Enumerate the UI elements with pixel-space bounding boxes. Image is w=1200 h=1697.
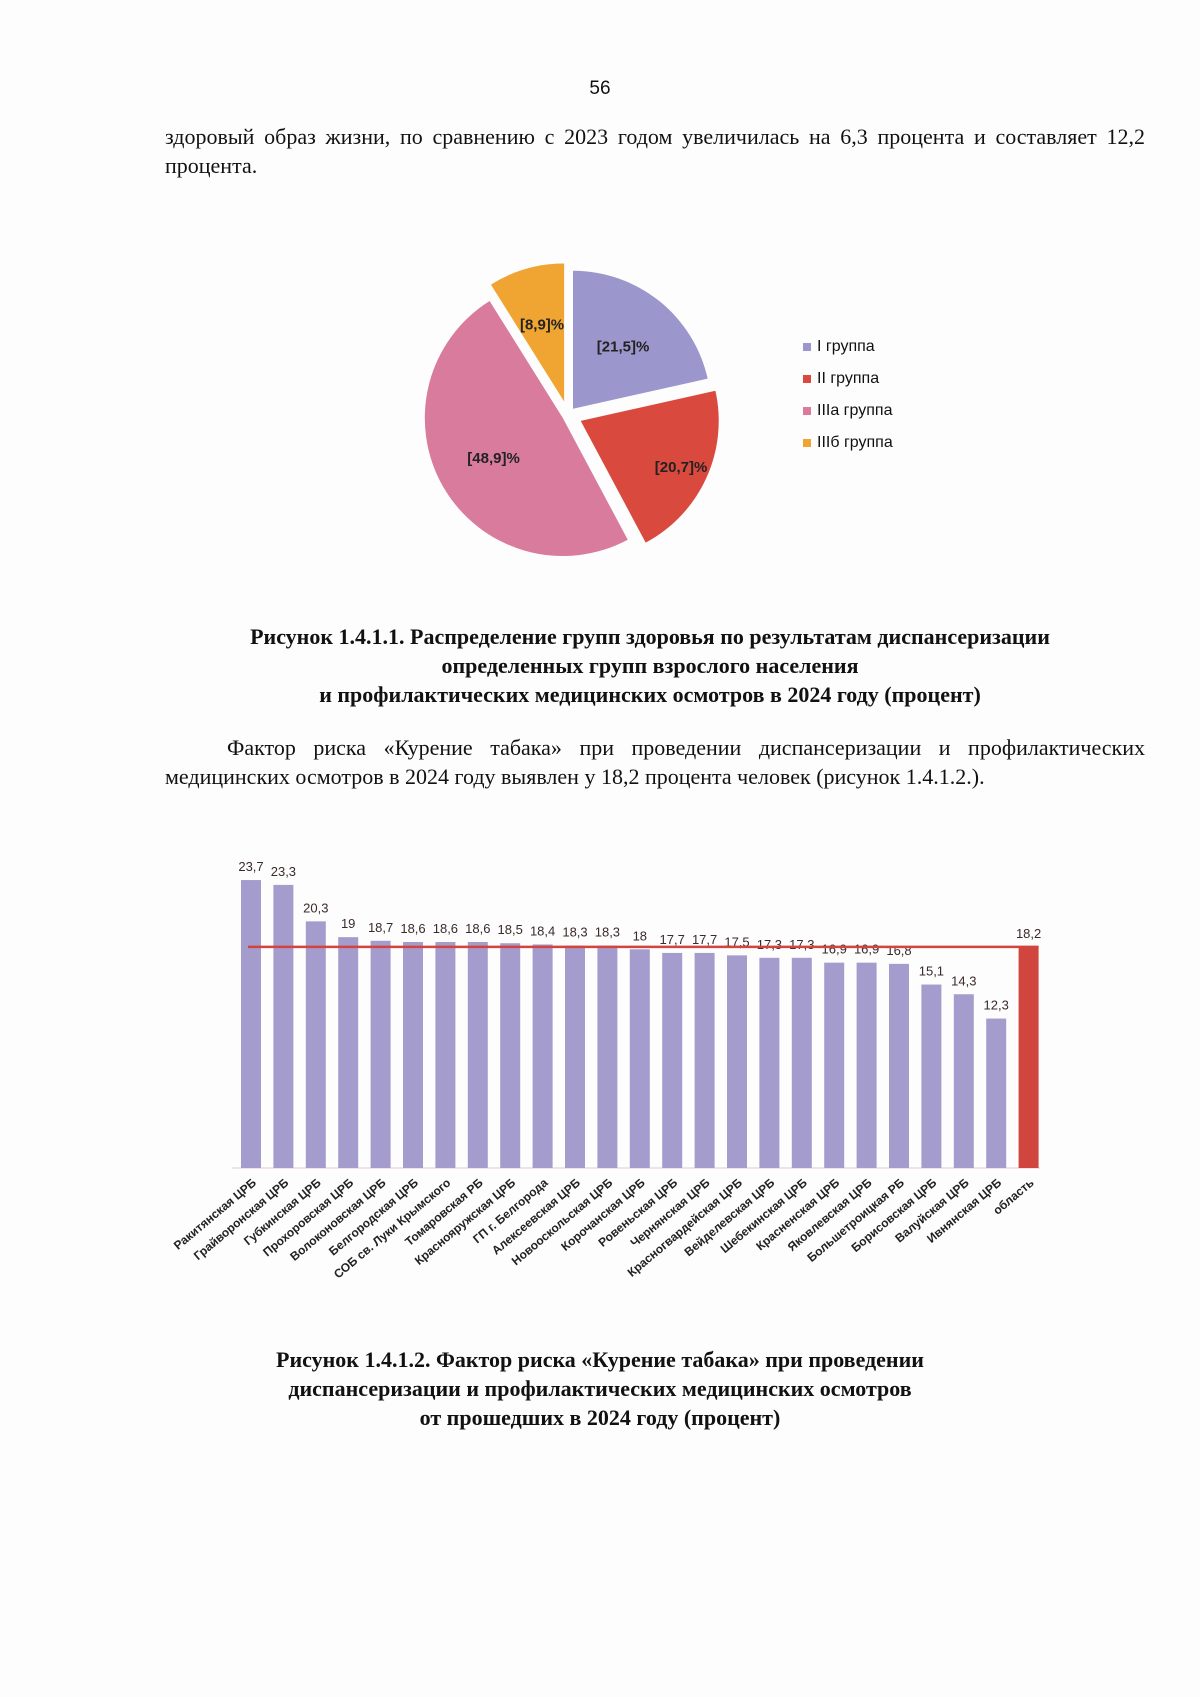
figure-caption-1: Рисунок 1.4.1.1. Распределение групп здо…	[150, 622, 1150, 709]
pie-slice	[573, 270, 708, 409]
bar	[889, 963, 909, 1168]
pie-data-label: [21,5]%	[597, 338, 650, 355]
pie-slice	[490, 263, 565, 402]
bar	[467, 942, 488, 1168]
legend-label: IIIб группа	[817, 434, 893, 451]
bar	[1018, 946, 1039, 1168]
legend-label: IIIa группа	[817, 402, 893, 419]
bar	[565, 945, 585, 1168]
bar	[370, 940, 391, 1168]
pie-legend: I группа II группа IIIa группа IIIб груп…	[803, 331, 893, 459]
bar-data-label: 18,7	[368, 920, 393, 935]
bar-data-label: 15,1	[919, 964, 944, 979]
legend-swatch	[803, 343, 811, 351]
caption-line: Рисунок 1.4.1.1. Распределение групп здо…	[250, 624, 1050, 649]
bar-data-label: 18,3	[562, 925, 587, 940]
bar	[921, 984, 942, 1168]
page-number: 56	[589, 78, 611, 99]
bar-data-label: 16,9	[822, 942, 847, 957]
bar-data-label: 18	[633, 928, 647, 943]
bar	[338, 937, 359, 1168]
bar-data-label: 23,7	[238, 859, 263, 874]
bar	[532, 944, 553, 1168]
bar	[791, 957, 812, 1168]
legend-swatch	[803, 439, 811, 447]
bar-data-label: 23,3	[271, 864, 296, 879]
bar	[241, 880, 261, 1168]
paragraph-2: Фактор риска «Курение табака» при провед…	[165, 735, 1145, 789]
bar-data-label: 18,5	[498, 922, 523, 937]
bar	[435, 942, 456, 1168]
bar-data-label: 18,4	[530, 923, 555, 938]
legend-swatch	[803, 375, 811, 383]
caption-line: и профилактических медицинских осмотров …	[319, 682, 981, 707]
bar-data-label: 17,3	[789, 937, 814, 952]
bar-data-label: 14,3	[951, 973, 976, 988]
legend-item: II группа	[803, 363, 893, 395]
pie-data-label: [20,7]%	[655, 459, 708, 476]
bar	[403, 942, 423, 1168]
caption-line: определенных групп взрослого населения	[441, 653, 859, 678]
bar-data-label: 17,3	[757, 937, 782, 952]
bar	[986, 1018, 1007, 1168]
legend-swatch	[803, 407, 811, 415]
bar	[629, 949, 650, 1168]
bar-data-label: 20,3	[303, 900, 328, 915]
bar-data-label: 18,6	[433, 921, 458, 936]
bar-data-label: 18,6	[400, 921, 425, 936]
figure-caption-2: Рисунок 1.4.1.2. Фактор риска «Курение т…	[100, 1345, 1100, 1432]
legend-label: I группа	[817, 338, 875, 355]
pie-data-label: [8,9]%	[520, 317, 564, 334]
bar	[273, 884, 294, 1168]
legend-item: IIIa группа	[803, 395, 893, 427]
legend-item: I группа	[803, 331, 893, 363]
pie-slice	[580, 390, 719, 543]
bar-data-label: 18,2	[1016, 926, 1041, 941]
bar	[727, 955, 747, 1168]
pie-data-label: [48,9]%	[467, 450, 520, 467]
bar	[662, 952, 683, 1168]
bar	[597, 945, 618, 1168]
caption-line: от прошедших в 2024 году (процент)	[419, 1405, 781, 1430]
bar	[856, 962, 877, 1168]
bar	[500, 943, 521, 1168]
bar-data-label: 12,3	[984, 998, 1009, 1013]
bar	[694, 952, 715, 1168]
bar-data-label: 16,8	[886, 943, 911, 958]
paragraph-1: здоровый образ жизни, по сравнению с 202…	[165, 124, 1145, 178]
bar	[953, 994, 974, 1168]
bar-data-label: 17,7	[660, 932, 685, 947]
bar-data-label: 18,6	[465, 921, 490, 936]
pie-slice	[424, 301, 628, 557]
bar-data-label: 19	[341, 916, 355, 931]
caption-line: диспансеризации и профилактических медиц…	[288, 1376, 912, 1401]
bar	[305, 921, 326, 1168]
caption-line: Рисунок 1.4.1.2. Фактор риска «Курение т…	[276, 1347, 924, 1372]
bar	[759, 957, 780, 1168]
pie-chart: [21,5]% [20,7]% [48,9]% [8,9]%	[424, 263, 719, 557]
legend-label: II группа	[817, 370, 880, 387]
bar-data-label: 18,3	[595, 925, 620, 940]
bar-data-label: 17,7	[692, 932, 717, 947]
legend-item: IIIб группа	[803, 427, 893, 459]
bar-data-label: 16,9	[854, 942, 879, 957]
bar	[824, 962, 845, 1168]
